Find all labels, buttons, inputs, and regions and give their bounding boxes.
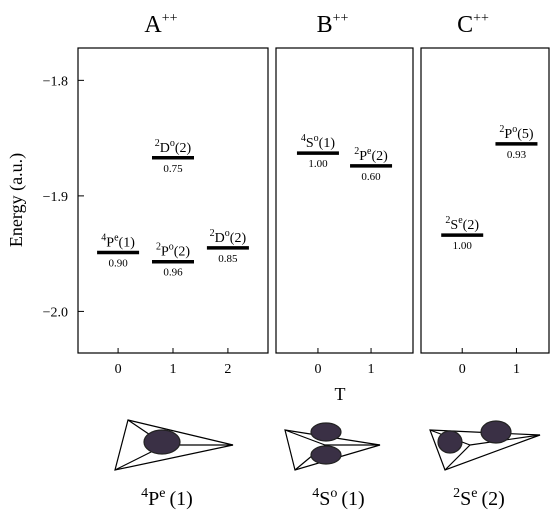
- chart: Energy (a.u.) T −1.8 −1.9 −2.0 A++ 0 1 2 4Pe(1)…: [0, 0, 550, 520]
- weight-label: 0.85: [218, 253, 238, 265]
- term-label: 2Pe(2): [354, 146, 388, 164]
- term-label: 2Se(2): [445, 215, 479, 233]
- weight-label: 0.75: [163, 163, 183, 175]
- weight-label: 0.96: [163, 267, 183, 279]
- x-tick-label: 1: [170, 362, 177, 377]
- y-tick-label: −1.8: [43, 74, 68, 89]
- term-label: 2Do(2): [155, 138, 192, 156]
- panel-frame: [421, 48, 549, 353]
- term-label: 2Do(2): [210, 228, 247, 246]
- molecule-a: [115, 420, 233, 470]
- term-label: 4So(1): [301, 133, 335, 151]
- molecule-b: [285, 423, 380, 470]
- panel-frame: [78, 48, 268, 353]
- term-label: 2Po(2): [156, 242, 190, 260]
- y-tick-label: −2.0: [43, 305, 68, 320]
- weight-label: 1.00: [308, 158, 328, 170]
- structure-label: 4So(1): [312, 486, 364, 510]
- x-axis-label: T: [335, 384, 346, 404]
- structure-label: 4Pe(1): [141, 486, 193, 510]
- term-label: 4Pe(1): [101, 232, 135, 250]
- panel-frame: [276, 48, 413, 353]
- weight-label: 1.00: [453, 240, 473, 252]
- x-tick-label: 0: [459, 362, 466, 377]
- weight-label: 0.60: [361, 171, 381, 183]
- x-tick-label: 1: [368, 362, 375, 377]
- panel-title: C++: [457, 11, 489, 38]
- term-label: 2Po(5): [499, 124, 533, 142]
- panel-title: B++: [317, 11, 349, 38]
- y-tick-label: −1.9: [43, 190, 68, 205]
- panel-title: A++: [144, 11, 177, 38]
- y-axis-label: Energy (a.u.): [6, 153, 27, 247]
- molecule-c: [430, 421, 540, 470]
- x-tick-label: 0: [115, 362, 122, 377]
- x-tick-label: 1: [513, 362, 520, 377]
- weight-label: 0.93: [507, 149, 527, 161]
- weight-label: 0.90: [108, 257, 128, 269]
- structure-label: 2Se(2): [453, 486, 505, 510]
- x-tick-label: 2: [224, 362, 231, 377]
- x-tick-label: 0: [314, 362, 321, 377]
